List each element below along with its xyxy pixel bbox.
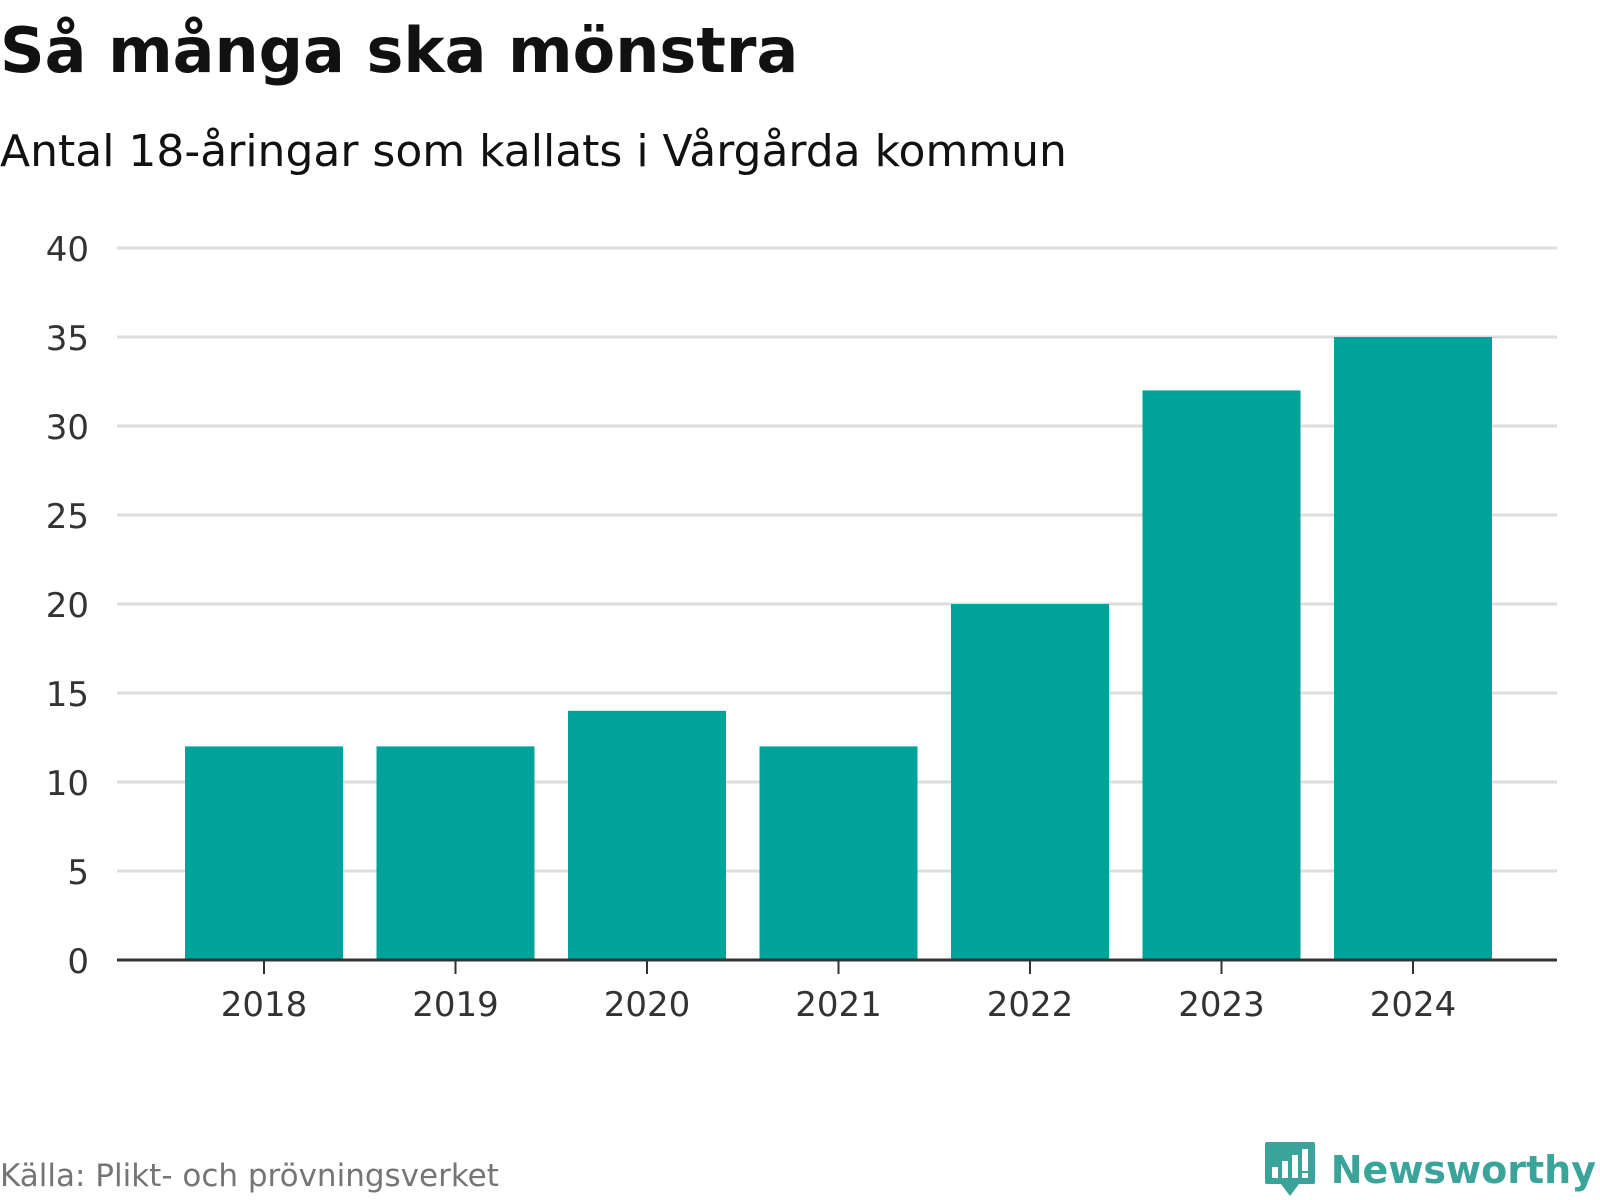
bar-2023 xyxy=(1142,390,1301,960)
brand-name: Newsworthy xyxy=(1330,1148,1596,1192)
bar-chart: 0 5 10 15 20 25 30 35 40 2018 2019 2020 2021 2022 202… xyxy=(46,230,1557,1025)
x-axis-ticks: 2018 2019 2020 2021 2022 2023 2024 xyxy=(221,985,1457,1025)
x-axis xyxy=(117,958,1557,974)
bar-2018 xyxy=(185,746,343,960)
y-tick-label: 10 xyxy=(46,764,89,804)
bars xyxy=(185,337,1492,960)
gridlines xyxy=(117,246,1557,873)
chart-subtitle: Antal 18-åringar som kallats i Vårgårda … xyxy=(0,126,1067,177)
bar-2019 xyxy=(376,746,535,960)
y-tick-label: 5 xyxy=(67,853,89,893)
x-tick-label: 2023 xyxy=(1178,985,1265,1025)
bar-2021 xyxy=(759,746,918,960)
y-axis-ticks: 0 5 10 15 20 25 30 35 40 xyxy=(46,230,89,982)
y-tick-label: 30 xyxy=(46,408,89,448)
chart-title: Så många ska mönstra xyxy=(0,14,799,87)
x-tick-label: 2022 xyxy=(987,985,1074,1025)
y-tick-label: 40 xyxy=(46,230,89,270)
bar-2020 xyxy=(568,710,726,960)
bar-2024 xyxy=(1334,337,1492,960)
x-tick-label: 2024 xyxy=(1370,985,1457,1025)
x-tick-label: 2019 xyxy=(412,985,499,1025)
newsworthy-logo-icon xyxy=(1264,1142,1315,1196)
x-tick-label: 2020 xyxy=(604,985,691,1025)
brand-logo: Newsworthy xyxy=(1263,1140,1596,1200)
y-tick-label: 0 xyxy=(67,942,89,982)
source-note: Källa: Plikt- och prövningsverket xyxy=(0,1158,499,1194)
y-tick-label: 25 xyxy=(46,497,89,537)
bar-2022 xyxy=(951,604,1109,960)
y-tick-label: 15 xyxy=(46,675,89,715)
x-tick-label: 2021 xyxy=(795,985,882,1025)
x-tick-label: 2018 xyxy=(221,985,308,1025)
y-tick-label: 20 xyxy=(46,586,89,626)
y-tick-label: 35 xyxy=(46,319,89,359)
